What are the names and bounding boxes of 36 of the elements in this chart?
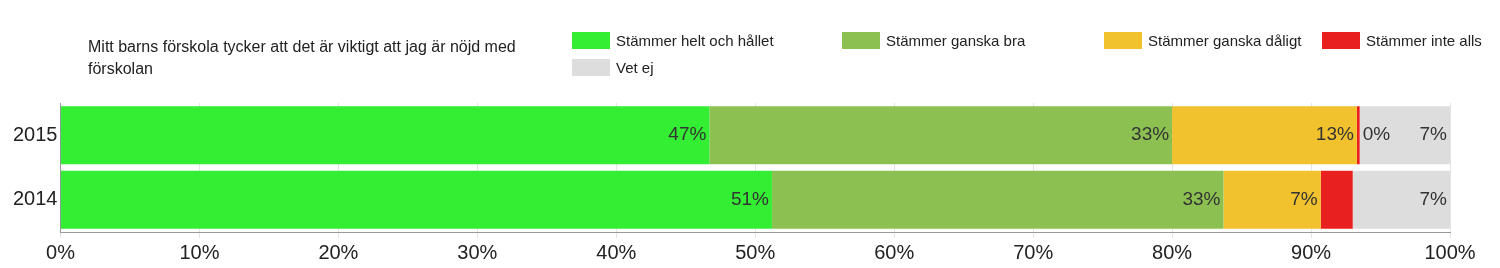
x-tick-label: 60%	[874, 240, 915, 263]
y-tick-label: 2015	[12, 122, 58, 145]
chart-title: Mitt barns förskola tycker att det är viktigt att jag är nöjd med förskolan	[88, 37, 517, 79]
x-tick-label: 80%	[1152, 240, 1193, 263]
x-tick-label: 20%	[318, 240, 359, 263]
legend-label: Stämmer helt och hållet	[616, 32, 774, 49]
data-label: 51%	[730, 187, 770, 209]
bar	[1223, 170, 1321, 229]
x-tick-label: 30%	[457, 240, 498, 263]
x-tick-label: 70%	[1013, 240, 1054, 263]
x-tick-label: 100%	[1424, 240, 1476, 263]
legend-label: Vet ej	[616, 59, 654, 76]
data-label: 13%	[1315, 123, 1355, 145]
data-label: 7%	[1419, 123, 1448, 145]
legend-label: Stämmer ganska bra	[886, 32, 1026, 49]
bar	[1356, 106, 1360, 165]
bar	[60, 106, 710, 165]
x-tick-label: 0%	[46, 240, 76, 263]
x-tick-label: 40%	[596, 240, 637, 263]
bar	[771, 170, 1224, 229]
data-label: 7%	[1419, 187, 1448, 209]
y-tick-label: 2014	[12, 187, 58, 210]
bar	[60, 170, 772, 229]
legend-label: Stämmer ganska dåligt	[1148, 32, 1302, 49]
x-tick-label: 10%	[179, 240, 220, 263]
bar	[1172, 106, 1357, 165]
x-tick-label: 90%	[1291, 240, 1332, 263]
legend-label: Stämmer inte alls	[1366, 32, 1482, 49]
data-label: 0%	[1362, 123, 1391, 145]
data-label: 47%	[668, 123, 707, 145]
bar	[709, 106, 1173, 165]
data-label: 7%	[1290, 187, 1318, 209]
bar	[1320, 170, 1353, 229]
data-label: 33%	[1182, 187, 1221, 209]
data-label: 33%	[1131, 123, 1170, 145]
x-tick-label: 50%	[735, 240, 776, 263]
